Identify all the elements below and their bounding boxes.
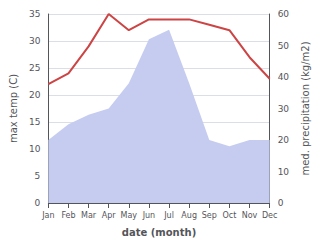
svg-text:Nov: Nov [242,211,258,220]
svg-text:20: 20 [29,90,41,100]
svg-text:10: 10 [29,144,41,154]
svg-text:Oct: Oct [222,211,236,220]
svg-text:Jan: Jan [41,211,54,220]
svg-text:Dec: Dec [262,211,277,220]
svg-text:0: 0 [35,198,41,208]
svg-text:Sep: Sep [202,211,217,220]
svg-text:Jul: Jul [163,211,174,220]
svg-text:med. precipitation (kg/m2): med. precipitation (kg/m2) [300,41,311,175]
svg-text:30: 30 [278,104,290,114]
svg-text:Apr: Apr [102,211,117,220]
svg-text:60: 60 [278,9,290,19]
svg-text:May: May [121,211,138,220]
svg-text:15: 15 [29,117,40,127]
svg-text:20: 20 [278,135,290,145]
svg-text:25: 25 [29,63,40,73]
svg-text:max temp (C): max temp (C) [8,74,19,143]
svg-text:Aug: Aug [181,211,197,220]
svg-text:50: 50 [278,41,290,51]
svg-text:10: 10 [278,167,290,177]
svg-text:Mar: Mar [81,211,97,220]
svg-text:Feb: Feb [61,211,75,220]
svg-text:5: 5 [35,171,41,181]
svg-text:30: 30 [29,36,41,46]
svg-text:35: 35 [29,9,40,19]
svg-text:date (month): date (month) [122,227,196,238]
svg-text:0: 0 [278,198,284,208]
svg-text:40: 40 [278,72,290,82]
svg-text:Jun: Jun [142,211,156,220]
